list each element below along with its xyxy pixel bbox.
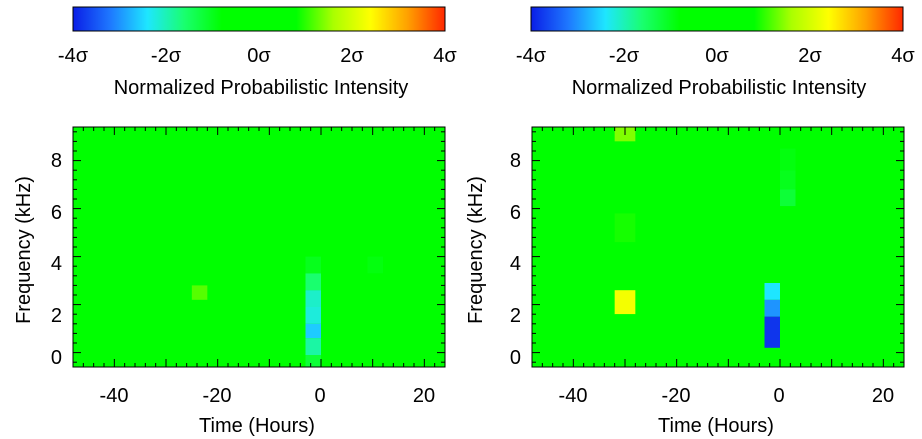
y-tick-label: 6	[510, 202, 521, 224]
x-tick-label: 0	[314, 385, 325, 407]
colorbar-bar	[530, 6, 904, 32]
heatmap-cells	[573, 127, 904, 348]
x-tick-label: 20	[872, 385, 894, 407]
x-tick-label: 20	[413, 385, 435, 407]
heatmap-cell	[573, 155, 589, 180]
heatmap-cell	[780, 170, 796, 190]
y-tick-label: 0	[51, 347, 62, 369]
x-tick-label: -20	[662, 385, 691, 407]
colorbar-tick-label: -4σ	[516, 45, 547, 67]
x-axis-label: Time (Hours)	[658, 415, 774, 437]
right-panel: -4σ -2σ 0σ 2σ 4σ Normalized Probabilisti…	[465, 6, 915, 437]
y-tick-label: 0	[510, 347, 521, 369]
heatmap-cell	[614, 141, 636, 166]
colorbar: -4σ -2σ 0σ 2σ 4σ Normalized Probabilisti…	[58, 6, 457, 99]
axis-ticks	[72, 127, 446, 367]
heatmap-cell	[305, 273, 321, 291]
heatmap-cell	[114, 134, 130, 159]
axis-ticks	[531, 127, 905, 367]
heatmap-cell	[305, 256, 321, 274]
heatmap-cell	[780, 127, 796, 149]
colorbar-tick-label: 2σ	[340, 45, 364, 67]
heatmap-cell	[114, 215, 130, 240]
heatmap-cell	[573, 215, 589, 240]
heatmap-cell	[573, 196, 589, 216]
heatmap-cell	[367, 237, 383, 257]
heatmap-cell	[305, 170, 321, 185]
heatmap-cell	[764, 283, 780, 300]
heatmap-cell	[305, 338, 321, 355]
x-tick-label: -40	[100, 385, 129, 407]
y-tick-label: 8	[51, 150, 62, 172]
x-tick-label: 0	[773, 385, 784, 407]
colorbar-label: Normalized Probabilistic Intensity	[572, 77, 867, 99]
x-tick-label: -20	[203, 385, 232, 407]
colorbar: -4σ -2σ 0σ 2σ 4σ Normalized Probabilisti…	[516, 6, 915, 99]
heatmap-cell	[888, 297, 904, 324]
x-tick-label: -40	[559, 385, 588, 407]
colorbar-tick-label: -2σ	[609, 45, 640, 67]
colorbar-tick-label: 0σ	[705, 45, 729, 67]
heatmap-cell	[614, 187, 636, 214]
heatmap-cell	[614, 165, 636, 187]
heatmap-cell	[764, 299, 780, 317]
heatmap-cell	[888, 237, 904, 252]
heatmap-plot: -40 -20 0 20 0 2 4 6 8 Time (Hours) Freq…	[465, 126, 905, 437]
y-tick-label: 4	[510, 253, 521, 275]
heatmap-cell	[780, 148, 796, 171]
heatmap-cell	[764, 271, 780, 283]
heatmap-cell	[367, 256, 383, 274]
colorbar-bar	[72, 6, 446, 32]
plot-background	[532, 127, 904, 367]
heatmap-cell	[573, 136, 589, 156]
heatmap-cells	[114, 134, 383, 367]
heatmap-cell	[114, 196, 130, 216]
colorbar-tick-label: -2σ	[151, 45, 182, 67]
heatmap-cell	[352, 333, 383, 353]
colorbar-tick-label: -4σ	[58, 45, 89, 67]
x-axis-label: Time (Hours)	[199, 415, 315, 437]
y-axis-label: Frequency (kHz)	[465, 176, 487, 324]
y-tick-label: 2	[51, 305, 62, 327]
heatmap-cell	[764, 316, 780, 348]
heatmap-cell	[305, 239, 321, 257]
heatmap-cell	[305, 290, 321, 307]
heatmap-cell	[614, 290, 636, 315]
colorbar-label: Normalized Probabilistic Intensity	[114, 77, 409, 99]
heatmap-cell	[614, 266, 636, 291]
heatmap-cell	[305, 323, 321, 339]
heatmap-cell	[367, 273, 383, 286]
heatmap-cell	[780, 206, 796, 223]
heatmap-cell	[573, 179, 589, 197]
y-tick-label: 4	[51, 253, 62, 275]
heatmap-cell	[191, 285, 208, 300]
heatmap-cell	[614, 213, 636, 243]
heatmap-cell	[614, 314, 636, 329]
colorbar-tick-label: 0σ	[247, 45, 271, 67]
y-tick-label: 2	[510, 305, 521, 327]
heatmap-cell	[305, 203, 321, 223]
left-panel: -4σ -2σ 0σ 2σ 4σ Normalized Probabilisti…	[13, 6, 457, 437]
y-tick-label: 8	[510, 150, 521, 172]
heatmap-cell	[114, 177, 130, 197]
heatmap-cell	[305, 307, 321, 324]
colorbar-tick-label: 4σ	[433, 45, 457, 67]
plot-background	[73, 127, 445, 367]
y-axis-label: Frequency (kHz)	[13, 176, 35, 324]
heatmap-cell	[305, 184, 321, 204]
y-tick-label: 6	[51, 202, 62, 224]
colorbar-tick-label: 4σ	[891, 45, 915, 67]
heatmap-cell	[780, 189, 796, 207]
heatmap-cell	[305, 223, 321, 240]
heatmap-plot: -40 -20 0 20 0 2 4 6 8 Time (Hours) Freq…	[13, 126, 446, 437]
colorbar-tick-label: 2σ	[798, 45, 822, 67]
heatmap-cell	[614, 242, 636, 267]
heatmap-cell	[780, 223, 796, 235]
heatmap-cell	[305, 355, 321, 367]
